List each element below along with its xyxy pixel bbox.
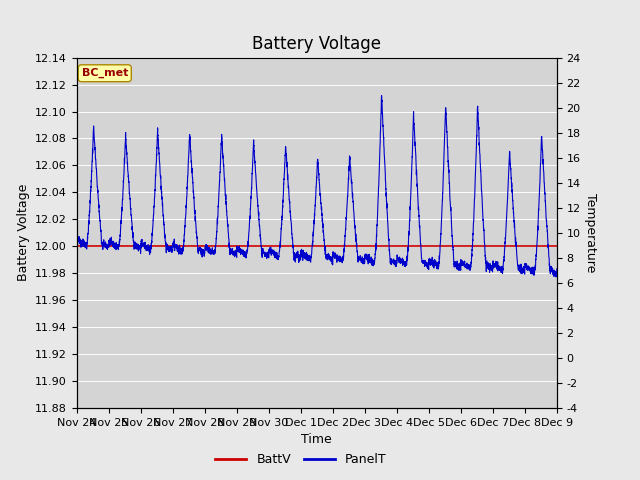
Y-axis label: Temperature: Temperature — [584, 193, 597, 273]
Text: BC_met: BC_met — [82, 68, 128, 78]
X-axis label: Time: Time — [301, 433, 332, 446]
Legend: BattV, PanelT: BattV, PanelT — [210, 448, 392, 471]
Y-axis label: Battery Voltage: Battery Voltage — [17, 184, 29, 281]
Title: Battery Voltage: Battery Voltage — [252, 35, 381, 53]
